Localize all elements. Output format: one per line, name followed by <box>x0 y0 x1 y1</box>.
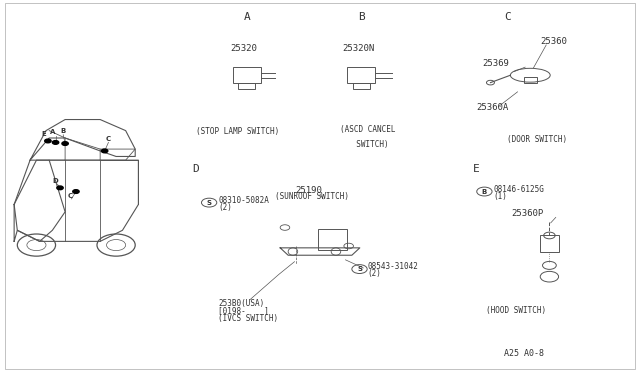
Text: 253B0(USA): 253B0(USA) <box>218 299 264 308</box>
Text: S: S <box>357 266 362 272</box>
Text: (1): (1) <box>493 192 507 201</box>
Circle shape <box>62 142 68 145</box>
Text: 25320N: 25320N <box>342 44 374 53</box>
Circle shape <box>57 186 63 190</box>
Bar <box>238 83 255 89</box>
Circle shape <box>52 141 59 144</box>
Text: 25369: 25369 <box>483 59 509 68</box>
Text: B: B <box>358 13 365 22</box>
Text: (SUNROOF SWITCH): (SUNROOF SWITCH) <box>275 192 349 201</box>
Circle shape <box>73 190 79 193</box>
Text: (DOOR SWITCH): (DOOR SWITCH) <box>507 135 566 144</box>
Text: 25190: 25190 <box>296 186 323 195</box>
Text: (HOOD SWITCH): (HOOD SWITCH) <box>486 307 547 315</box>
Text: [0198-    ]: [0198- ] <box>218 307 269 315</box>
Circle shape <box>101 149 108 153</box>
Text: D: D <box>193 164 199 174</box>
Bar <box>353 83 370 89</box>
Text: (STOP LAMP SWITCH): (STOP LAMP SWITCH) <box>196 127 279 136</box>
Text: 25360P: 25360P <box>511 209 543 218</box>
Text: A25 A0-8: A25 A0-8 <box>504 349 544 358</box>
Text: B: B <box>482 189 487 195</box>
Bar <box>540 235 559 252</box>
Text: 08146-6125G: 08146-6125G <box>493 185 544 193</box>
Text: 25360A: 25360A <box>476 103 508 112</box>
Text: (ASCD CANCEL: (ASCD CANCEL <box>340 125 396 134</box>
Text: (2): (2) <box>368 269 381 279</box>
Circle shape <box>45 139 51 143</box>
Bar <box>348 67 376 83</box>
Bar <box>233 67 260 83</box>
Text: C: C <box>106 135 111 142</box>
Text: 25320: 25320 <box>230 44 257 53</box>
Text: SWITCH): SWITCH) <box>347 140 388 149</box>
Text: (IVCS SWITCH): (IVCS SWITCH) <box>218 314 278 323</box>
Text: C: C <box>68 193 73 199</box>
Text: S: S <box>207 200 212 206</box>
Bar <box>319 230 347 250</box>
Text: D: D <box>52 178 58 184</box>
Bar <box>524 77 537 83</box>
Text: A: A <box>50 129 55 135</box>
Text: E: E <box>473 164 479 174</box>
Text: 08310-5082A: 08310-5082A <box>218 196 269 205</box>
Text: C: C <box>504 13 511 22</box>
Text: E: E <box>42 131 47 137</box>
Text: (2): (2) <box>218 203 232 212</box>
Text: A: A <box>243 13 250 22</box>
Text: B: B <box>60 128 65 134</box>
Text: 25360: 25360 <box>540 37 566 46</box>
Text: 08543-31042: 08543-31042 <box>368 262 419 271</box>
